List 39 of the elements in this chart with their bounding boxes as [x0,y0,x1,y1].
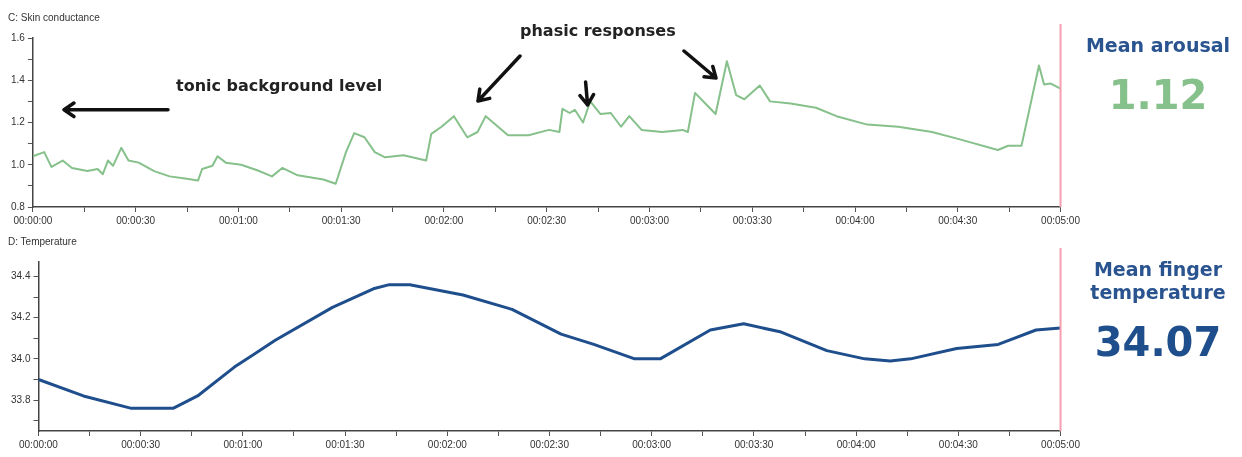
y-tick-label: 1.4 [11,74,26,85]
x-tick-label: 00:03:00 [632,438,672,450]
x-tick-label: 00:03:30 [734,438,774,450]
x-tick-label: 00:04:00 [836,438,877,450]
x-tick-label: 00:00:00 [13,214,53,226]
x-tick-label: 00:03:30 [732,214,773,226]
y-tick-label: 33.8 [10,393,31,405]
x-tick-label: 00:01:30 [321,214,362,226]
x-tick-label: 00:04:30 [938,214,978,226]
y-tick-label: 1.6 [11,31,26,43]
x-tick-label: 00:03:00 [630,214,670,226]
chart-title: C: Skin conductance [8,11,101,23]
text: Mean finger temperature [1089,258,1227,304]
x-tick-label: 00:01:00 [223,438,263,450]
y-tick-label: 34.4 [10,270,31,282]
annotation: tonic background level [176,76,383,95]
x-tick-label: 00:02:30 [527,214,567,226]
x-tick-label: 00:02:30 [530,438,570,450]
x-tick-label: 00:04:30 [938,438,979,450]
x-tick-label: 00:01:00 [218,214,259,226]
y-tick-label: 0.8 [11,200,26,212]
x-tick-label: 00:05:00 [1041,438,1081,450]
x-tick-label: 00:00:30 [116,214,156,226]
x-tick-label: 00:05:00 [1041,214,1081,226]
x-tick-label: 00:02:00 [427,438,468,450]
text: 34.07 [1093,317,1223,366]
y-tick-label: 1.0 [11,158,26,170]
chart-title: D: Temperature [8,235,78,247]
annotation: phasic responses [520,21,676,40]
y-tick-label: 1.2 [11,116,26,128]
y-tick-label: 34.0 [10,352,31,364]
x-tick-label: 00:00:30 [121,438,161,450]
x-tick-label: 00:01:30 [325,438,365,450]
text: 1.12 [1107,70,1209,119]
x-tick-label: 00:04:00 [835,214,875,226]
x-tick-label: 00:00:00 [18,438,59,450]
y-tick-label: 34.2 [10,311,31,323]
text: Mean arousal [1084,34,1232,57]
x-tick-label: 00:02:00 [424,214,464,226]
